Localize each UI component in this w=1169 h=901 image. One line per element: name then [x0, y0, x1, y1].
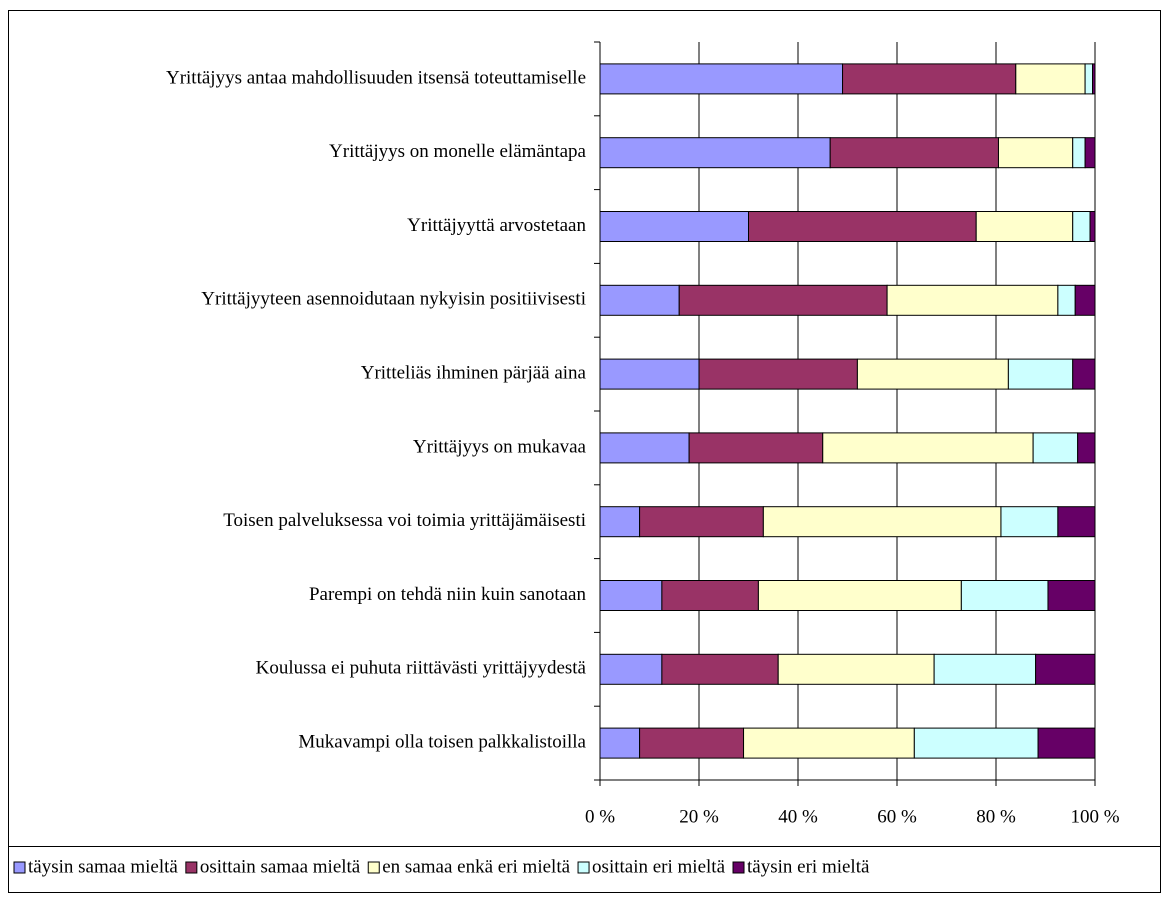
bar-segment [829, 137, 999, 169]
bar-segment [639, 506, 764, 538]
bar-segment [688, 432, 824, 464]
y-tick-label: Yrittäjyys on mukavaa [413, 436, 587, 457]
bar-segment [639, 727, 745, 759]
bar-segment [1084, 137, 1096, 169]
legend-swatch [185, 861, 198, 874]
bar-segment [599, 653, 663, 685]
bar-segment [757, 580, 962, 611]
legend-swatch [577, 861, 590, 874]
bar-segment [661, 653, 779, 685]
bar-segment [599, 284, 680, 316]
bar-segment [975, 211, 1074, 242]
bar-segment [599, 580, 663, 611]
bar-segment [1072, 358, 1096, 390]
bar-segment [599, 432, 690, 464]
bar-segment [1015, 63, 1086, 95]
bar-segment [1089, 211, 1096, 242]
bar-segment [822, 432, 1034, 464]
y-tick-label: Toisen palveluksessa voi toimia yrittäjä… [223, 510, 586, 531]
legend-label: en samaa enkä eri mieltä [382, 856, 570, 877]
legend-label: täysin eri mieltä [747, 856, 870, 877]
bar-segment [743, 727, 915, 759]
y-tick-label: Yrittäjyyttä arvostetaan [407, 215, 586, 236]
bar-segment [913, 727, 1039, 759]
bar-segment [1057, 506, 1096, 538]
bar-segment [599, 211, 749, 242]
x-tick-label: 40 % [778, 806, 818, 827]
bar-segment [1057, 284, 1076, 316]
legend-label: täysin samaa mieltä [28, 856, 178, 877]
legend-swatch [13, 861, 26, 874]
y-tick-label: Parempi on tehdä niin kuin sanotaan [309, 584, 587, 605]
bar-segment [842, 63, 1017, 95]
bar-segment [1035, 653, 1096, 685]
bar-segment [1007, 358, 1074, 390]
legend-label: osittain samaa mieltä [200, 856, 361, 877]
bar-segment [1084, 63, 1094, 95]
x-tick-label: 20 % [679, 806, 719, 827]
bar-segment [1077, 432, 1096, 464]
bar-segment [960, 580, 1049, 611]
bar-segment [856, 358, 1009, 390]
bar-segment [661, 580, 759, 611]
y-tick-label: Koulussa ei puhuta riittävästi yrittäjyy… [256, 658, 587, 679]
bar-segment [1000, 506, 1059, 538]
bar-segment [1047, 580, 1096, 611]
bar-segment [762, 506, 1002, 538]
bar-segment [678, 284, 888, 316]
y-tick-label: Yrittäjyyteen asennoidutaan nykyisin pos… [201, 289, 586, 310]
legend-label: osittain eri mieltä [592, 856, 726, 877]
bar-segment [1074, 284, 1096, 316]
x-tick-label: 100 % [1070, 806, 1119, 827]
bar-segment [886, 284, 1059, 316]
bar-segment [599, 137, 831, 169]
bar-segment [748, 211, 977, 242]
bar-segment [997, 137, 1074, 169]
bar-segment [599, 358, 700, 390]
bar-segment [698, 358, 858, 390]
bar-segment [1072, 211, 1091, 242]
bar-segment [777, 653, 935, 685]
bar-segment [933, 653, 1037, 685]
legend-swatch [367, 861, 380, 874]
x-tick-label: 0 % [585, 806, 615, 827]
bar-segment [1072, 137, 1086, 169]
bar-segment [599, 63, 844, 95]
bar-segment [1092, 63, 1096, 95]
y-tick-label: Mukavampi olla toisen palkkalistoilla [298, 731, 586, 752]
bar-segment [1032, 432, 1079, 464]
legend-swatch [732, 861, 745, 874]
x-tick-label: 60 % [877, 806, 917, 827]
bar-segment [1037, 727, 1096, 759]
y-tick-label: Yrittäjyys antaa mahdollisuuden itsensä … [166, 67, 586, 88]
bar-segment [599, 506, 641, 538]
bar-segment [599, 727, 641, 759]
y-tick-label: Yritteliäs ihminen pärjää aina [361, 362, 587, 383]
y-tick-label: Yrittäjyys on monelle elämäntapa [329, 141, 587, 162]
x-tick-label: 80 % [976, 806, 1016, 827]
